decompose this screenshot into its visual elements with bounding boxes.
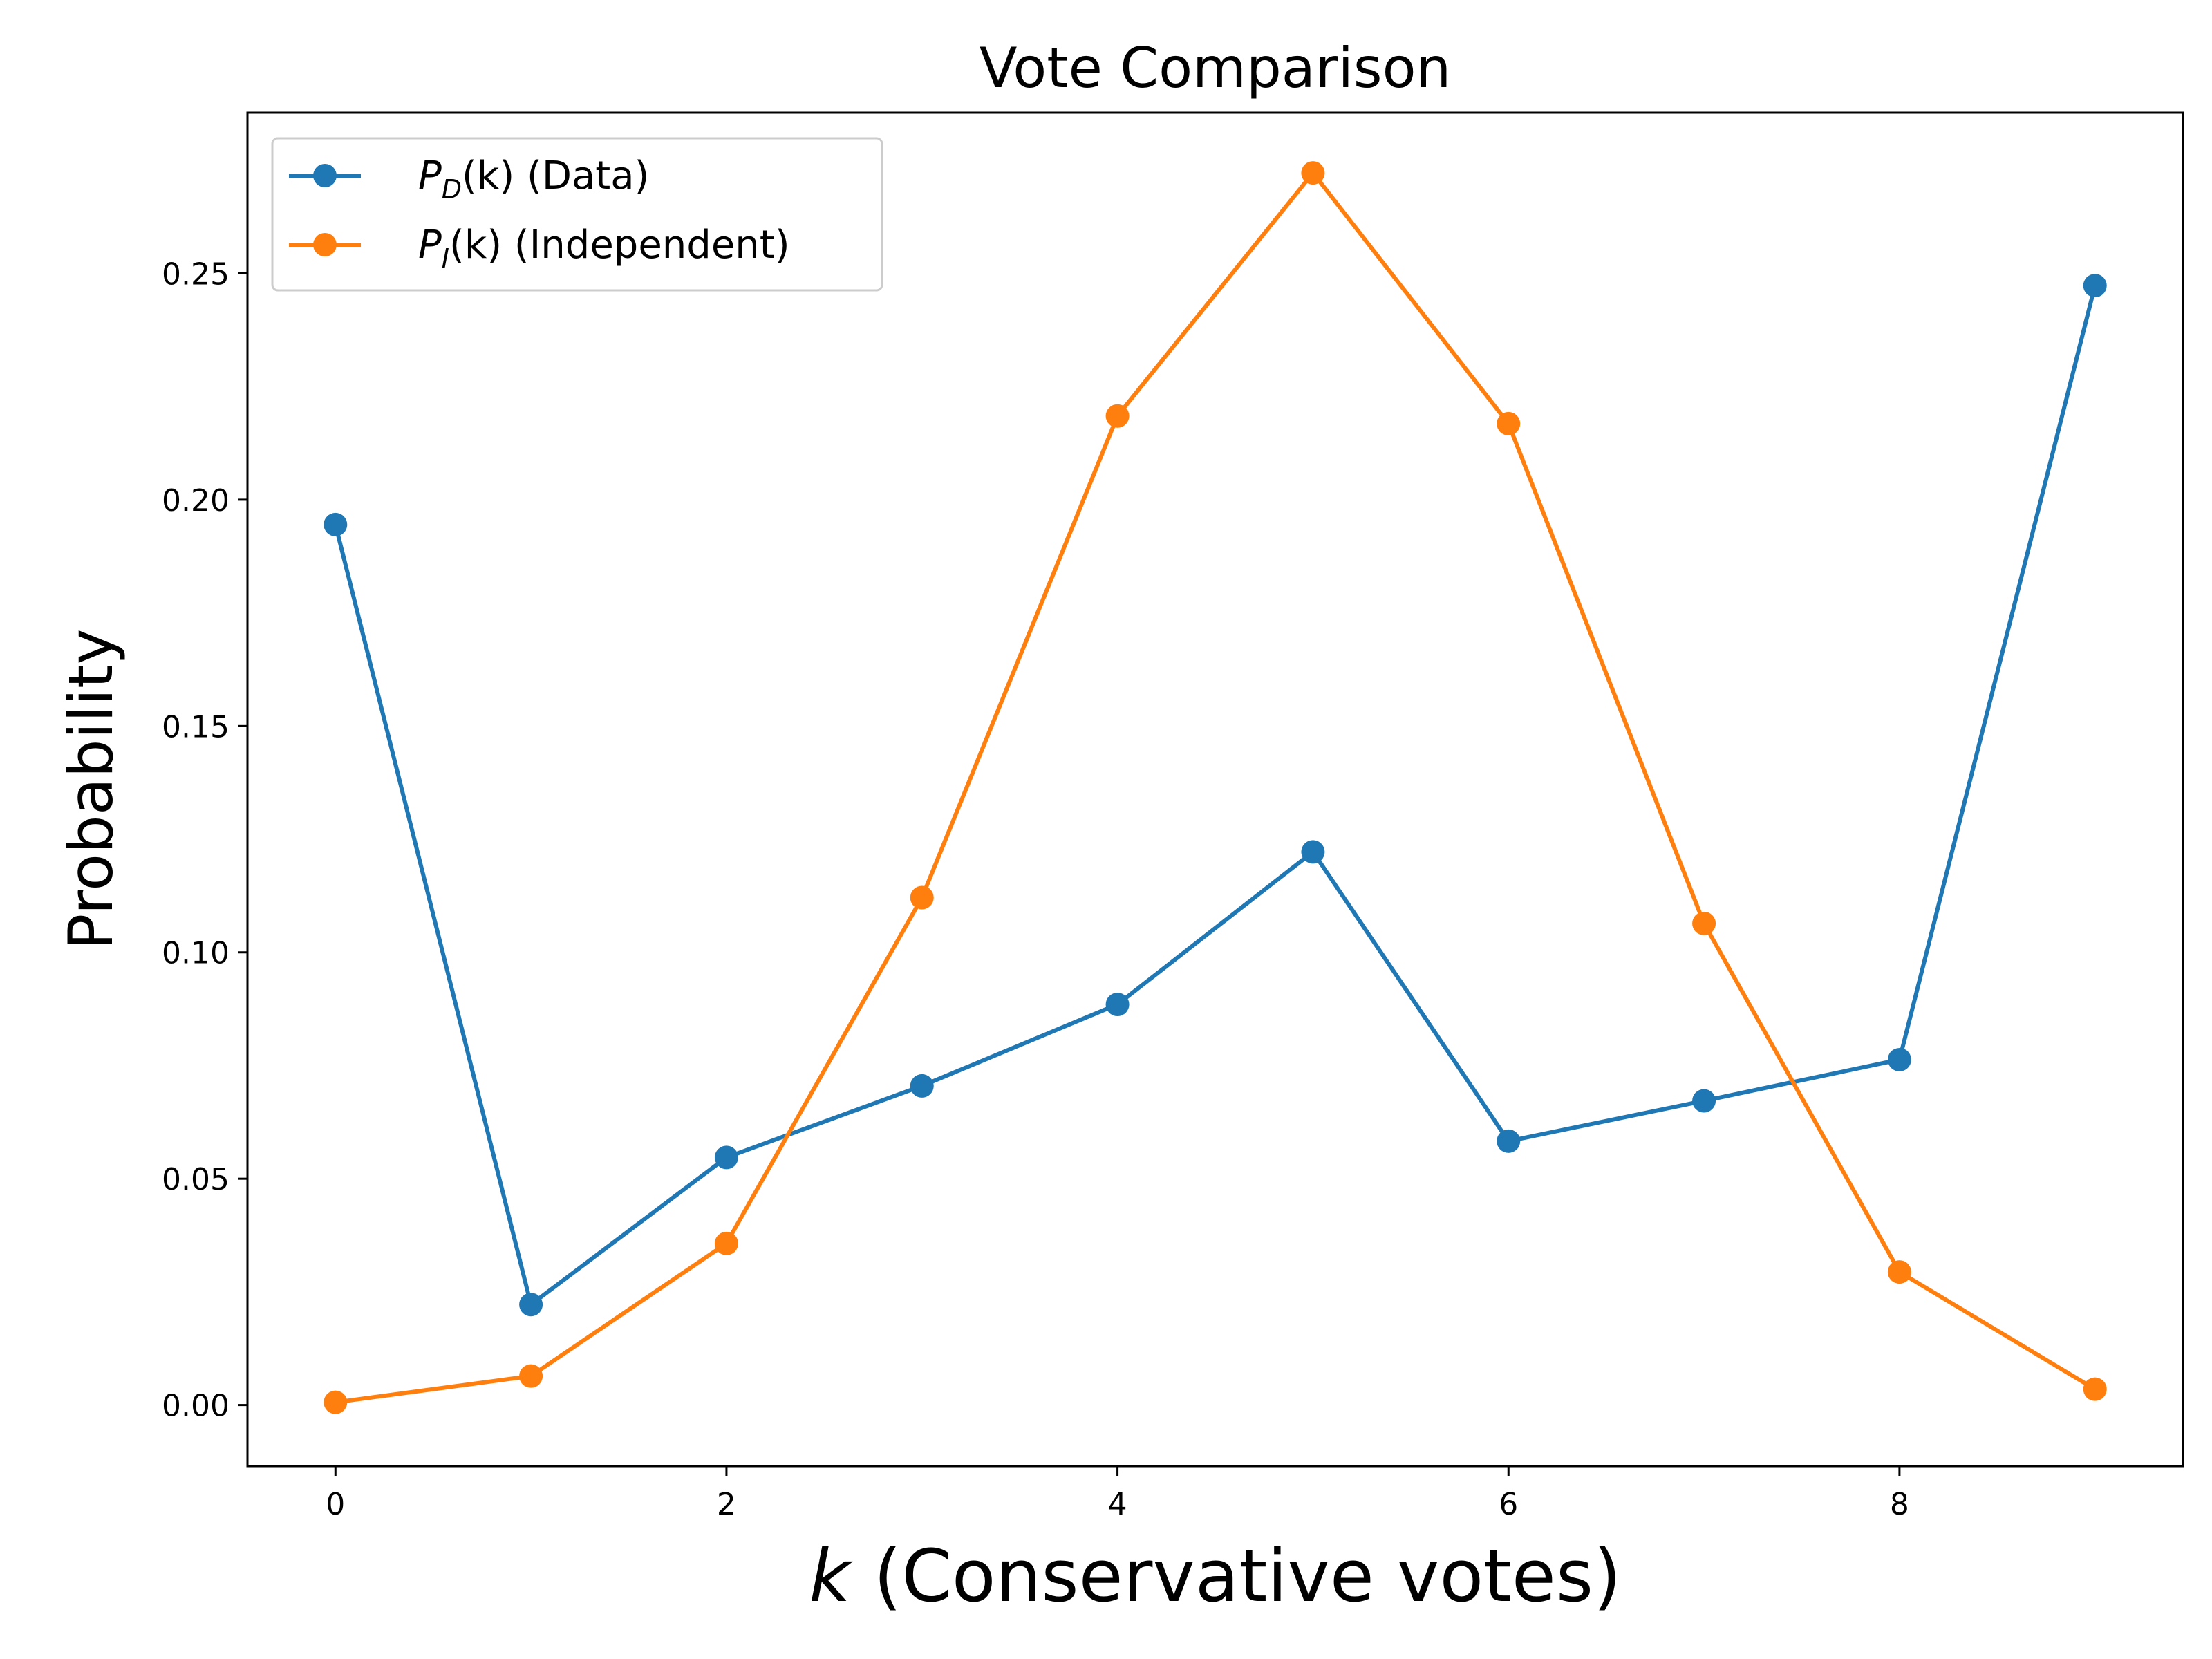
x-tick-label: 0 — [326, 1487, 345, 1522]
x-tick-label: 2 — [717, 1487, 736, 1522]
y-axis: 0.00 0.05 0.10 0.15 0.20 0.25 — [162, 256, 247, 1424]
data-point-1-5 — [1301, 161, 1325, 185]
legend-marker-data — [313, 164, 337, 187]
legend-entry-independent: PI(k) (Independent) — [418, 223, 790, 274]
y-tick-label: 0.10 — [162, 936, 229, 971]
data-point-1-0 — [324, 1390, 348, 1414]
y-tick-label: 0.15 — [162, 709, 229, 744]
y-tick-label: 0.00 — [162, 1389, 229, 1424]
x-axis-label: k (Conservative votes) — [809, 1534, 1621, 1618]
data-point-0-1 — [519, 1293, 543, 1317]
data-point-1-1 — [519, 1364, 543, 1388]
data-point-1-3 — [910, 885, 934, 910]
data-point-1-6 — [1497, 411, 1521, 435]
y-tick-label: 0.25 — [162, 256, 229, 292]
x-axis-label-variable: k — [809, 1534, 853, 1618]
x-tick-label: 8 — [1890, 1487, 1909, 1522]
x-tick-label: 4 — [1108, 1487, 1127, 1522]
series-layer — [324, 161, 2107, 1414]
series-line-0 — [333, 285, 2097, 1307]
data-point-0-8 — [1887, 1047, 1911, 1071]
x-tick-label: 6 — [1499, 1487, 1518, 1522]
data-point-1-7 — [1692, 911, 1716, 935]
data-point-0-3 — [910, 1074, 934, 1098]
legend: PD(k) (Data) PI(k) (Independent) — [271, 137, 883, 292]
data-point-0-4 — [1105, 993, 1130, 1017]
x-axis-label-text: (Conservative votes) — [851, 1534, 1622, 1618]
data-point-0-7 — [1692, 1089, 1716, 1113]
y-tick-label: 0.20 — [162, 483, 229, 518]
data-point-0-0 — [324, 512, 348, 536]
data-point-1-2 — [714, 1231, 738, 1255]
y-axis-label: Probability — [55, 628, 126, 950]
data-point-0-9 — [2083, 274, 2107, 298]
data-point-1-4 — [1105, 404, 1130, 428]
data-point-1-9 — [2083, 1377, 2107, 1401]
legend-box — [271, 137, 883, 292]
plot-area-frame — [246, 111, 2184, 1468]
chart-title: Vote Comparison — [980, 36, 1451, 100]
legend-entry-data: PD(k) (Data) — [418, 153, 649, 205]
data-point-0-5 — [1301, 840, 1325, 864]
y-tick-label: 0.05 — [162, 1162, 229, 1197]
legend-marker-independent — [313, 233, 337, 256]
x-axis: 0 2 4 6 8 — [326, 1466, 1909, 1522]
data-point-0-2 — [714, 1145, 738, 1170]
data-point-1-8 — [1887, 1260, 1911, 1284]
data-point-0-6 — [1497, 1129, 1521, 1153]
series-line-1 — [335, 171, 2097, 1405]
